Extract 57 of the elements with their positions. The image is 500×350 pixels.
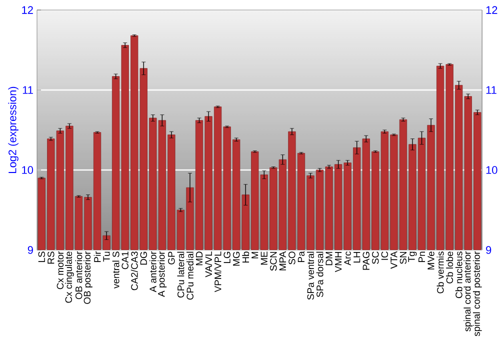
x-tick-label: M: [252, 252, 258, 258]
x-tick-label: MPA: [279, 251, 286, 270]
x-tick-label: CA2/CA3: [130, 252, 138, 290]
x-tick-label: MVe: [428, 252, 434, 270]
x-tick-label: CA1: [122, 252, 128, 270]
x-tick-label: SO: [288, 252, 296, 264]
y-tick-label: 12: [22, 6, 33, 14]
x-tick-label: Arc: [344, 251, 351, 266]
x-tick-label: LG: [224, 252, 230, 264]
x-tick-label: DG: [140, 252, 147, 265]
x-tick-label: MG: [232, 252, 240, 266]
x-tick-label: RS: [48, 252, 54, 264]
x-tick-label: VMH: [335, 252, 342, 272]
x-tick-label: SC: [372, 252, 379, 264]
x-tick-label: CPu lateral: [177, 252, 184, 298]
x-tick-label: ventral S: [112, 252, 120, 289]
y2-tick-label: 9: [486, 246, 492, 254]
x-tick-label: Hb: [242, 252, 250, 263]
x-tick-label: LH: [354, 252, 360, 263]
x-tick-label: Pn: [418, 252, 426, 262]
y2-tick-label: 11: [486, 86, 496, 94]
y-tick-label: 10: [22, 166, 34, 174]
x-tick-label: CPu medial: [186, 252, 194, 300]
x-tick-label: Tg: [408, 252, 417, 262]
y-axis-title: Log2 (expression): [8, 86, 18, 173]
x-tick-label: IC: [381, 252, 388, 260]
x-tick-label: OB anterior: [75, 251, 82, 300]
x-tick-label: Cx motor: [56, 251, 64, 290]
x-tick-label: A anterior: [149, 251, 156, 292]
x-tick-label: LS: [38, 252, 45, 262]
x-tick-label: Cb vermis: [436, 252, 444, 294]
x-tick-label: VPM/VPL: [214, 252, 222, 292]
y2-tick-label: 12: [486, 6, 498, 14]
x-tick-label: Cx cingulate: [65, 252, 74, 303]
x-tick-label: OB posterior: [84, 251, 92, 304]
x-tick-label: Pir: [94, 251, 101, 262]
x-tick-label: Cb nucleus: [455, 252, 462, 298]
x-tick-label: DM: [326, 252, 332, 266]
x-tick-label: spinal cord anterior: [464, 251, 473, 332]
y-tick-label: 11: [22, 86, 33, 94]
x-tick-label: SCN: [270, 252, 277, 271]
x-tick-label: Pa: [298, 251, 305, 262]
x-tick-label: Cb lobe: [446, 252, 454, 284]
x-tick-label: GP: [168, 252, 175, 264]
x-tick-label: SPa ventral: [307, 252, 314, 300]
x-tick-label: SN: [400, 252, 407, 264]
x-tick-label: spinal cord posterior: [472, 251, 482, 336]
x-tick-label: ME: [260, 252, 268, 265]
x-tick-label: VA/VL: [205, 252, 212, 278]
x-tick-label: MD: [196, 252, 202, 266]
y2-tick-label: 10: [486, 166, 498, 174]
x-tick-label: SPa dorsal: [316, 252, 324, 298]
x-tick-label: PAG: [362, 252, 370, 270]
x-tick-label: VTA: [390, 251, 398, 269]
x-tick-label: Tu: [103, 252, 110, 262]
y-tick-label: 9: [28, 246, 33, 254]
x-tick-label: A posterior: [158, 251, 167, 297]
